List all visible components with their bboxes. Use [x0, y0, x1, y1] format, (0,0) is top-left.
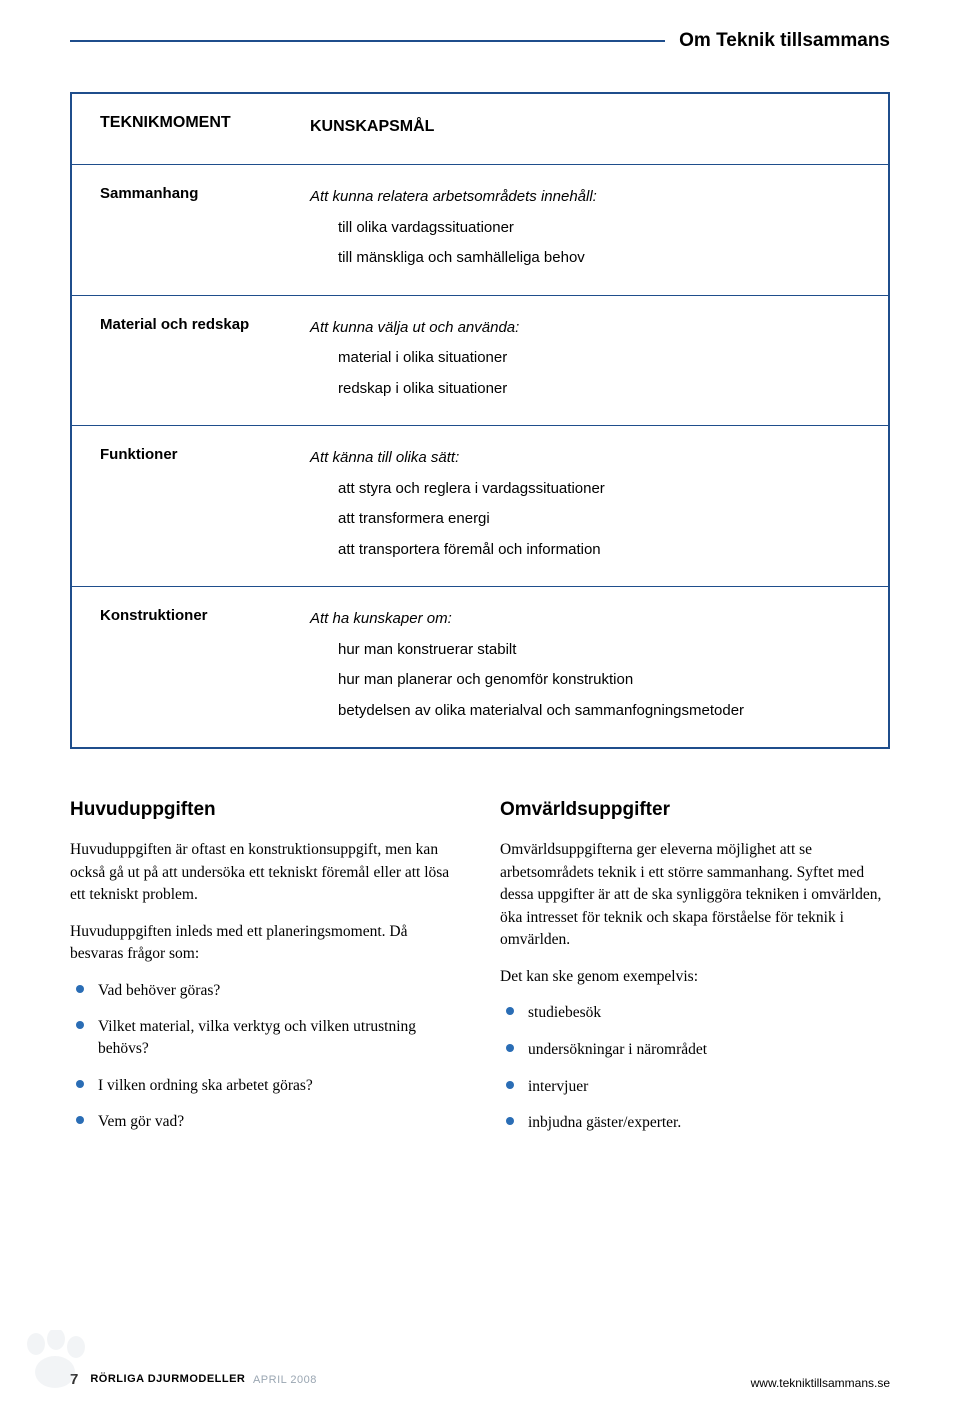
row-content: Att känna till olika sätt: att styra och…	[310, 444, 860, 564]
left-bullet-list: Vad behöver göras? Vilket material, vilk…	[70, 980, 460, 1133]
row-sub: hur man konstruerar stabilt	[310, 636, 860, 665]
table-header-right: KUNSKAPSMÅL	[310, 112, 860, 142]
table-row: Konstruktioner Att ha kunskaper om: hur …	[72, 587, 888, 747]
page-footer: 7 RÖRLIGA DJURMODELLER APRIL 2008 www.te…	[0, 1370, 960, 1388]
row-sub: att transformera energi	[310, 505, 860, 534]
page: Om Teknik tillsammans TEKNIKMOMENT KUNSK…	[0, 0, 960, 1209]
row-label: Sammanhang	[100, 183, 310, 273]
row-content: Att kunna relatera arbetsområdets innehå…	[310, 183, 860, 273]
row-content: Att ha kunskaper om: hur man konstruerar…	[310, 605, 860, 725]
content-columns: Huvuduppgiften Huvuduppgiften är oftast …	[70, 799, 890, 1149]
footer-date-text: APRIL 2008	[253, 1374, 317, 1386]
row-sub: till olika vardagssituationer	[310, 214, 860, 243]
page-section-title: Om Teknik tillsammans	[679, 30, 890, 52]
curriculum-table: TEKNIKMOMENT KUNSKAPSMÅL Sammanhang Att …	[70, 92, 890, 749]
row-content: Att kunna välja ut och använda: material…	[310, 314, 860, 404]
header-rule	[70, 40, 665, 42]
right-heading: Omvärldsuppgifter	[500, 799, 890, 821]
list-item: intervjuer	[500, 1076, 890, 1098]
left-paragraph: Huvuduppgiften är oftast en konstruktion…	[70, 839, 460, 906]
list-item: inbjudna gäster/experter.	[500, 1112, 890, 1134]
table-row: Material och redskap Att kunna välja ut …	[72, 296, 888, 427]
footer-url: www.tekniktillsammans.se	[751, 1376, 890, 1390]
footer-doc-title: RÖRLIGA DJURMODELLER	[90, 1373, 245, 1385]
row-sub: hur man planerar och genomför konstrukti…	[310, 666, 860, 695]
right-bullet-list: studiebesök undersökningar i närområdet …	[500, 1002, 890, 1134]
paw-icon	[20, 1330, 90, 1392]
list-item: undersökningar i närområdet	[500, 1039, 890, 1061]
row-sub: att styra och reglera i vardagssituation…	[310, 475, 860, 504]
row-sub: till mänskliga och samhälleliga behov	[310, 244, 860, 273]
right-paragraph: Det kan ske genom exempelvis:	[500, 966, 890, 988]
row-sub: betydelsen av olika materialval och samm…	[310, 697, 860, 726]
table-header-row: TEKNIKMOMENT KUNSKAPSMÅL	[72, 94, 888, 165]
list-item: Vad behöver göras?	[70, 980, 460, 1002]
right-paragraph: Omvärldsuppgifterna ger eleverna möjligh…	[500, 839, 890, 951]
right-column: Omvärldsuppgifter Omvärldsuppgifterna ge…	[500, 799, 890, 1149]
list-item: Vem gör vad?	[70, 1111, 460, 1133]
row-label: Konstruktioner	[100, 605, 310, 725]
left-paragraph: Huvuduppgiften inleds med ett planerings…	[70, 921, 460, 966]
row-label: Material och redskap	[100, 314, 310, 404]
list-item: studiebesök	[500, 1002, 890, 1024]
list-item: I vilken ordning ska arbetet göras?	[70, 1075, 460, 1097]
row-intro: Att kunna välja ut och använda:	[310, 314, 860, 343]
row-label: Funktioner	[100, 444, 310, 564]
left-heading: Huvuduppgiften	[70, 799, 460, 821]
row-intro: Att känna till olika sätt:	[310, 444, 860, 473]
table-header-left: TEKNIKMOMENT	[100, 112, 310, 142]
footer-date: APRIL 2008	[249, 1374, 316, 1386]
left-column: Huvuduppgiften Huvuduppgiften är oftast …	[70, 799, 460, 1149]
row-sub: material i olika situationer	[310, 344, 860, 373]
row-intro: Att kunna relatera arbetsområdets innehå…	[310, 183, 860, 212]
table-row: Sammanhang Att kunna relatera arbetsområ…	[72, 165, 888, 296]
table-row: Funktioner Att känna till olika sätt: at…	[72, 426, 888, 587]
row-sub: redskap i olika situationer	[310, 375, 860, 404]
header-bar: Om Teknik tillsammans	[70, 30, 890, 52]
list-item: Vilket material, vilka verktyg och vilke…	[70, 1016, 460, 1059]
row-intro: Att ha kunskaper om:	[310, 605, 860, 634]
row-sub: att transportera föremål och information	[310, 536, 860, 565]
